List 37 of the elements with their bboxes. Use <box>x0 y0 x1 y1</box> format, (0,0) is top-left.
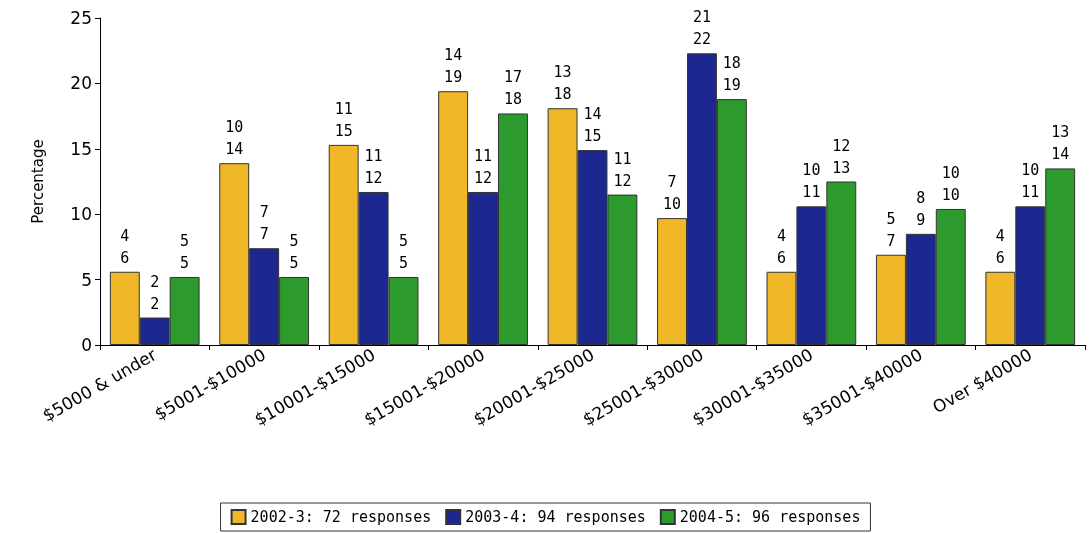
data-label: 14 19 <box>444 46 463 87</box>
y-axis-title: Percentage <box>28 139 47 224</box>
data-label: 11 12 <box>613 149 632 190</box>
data-label: 4 6 <box>120 226 130 267</box>
y-tick-label: 15 <box>70 138 92 159</box>
data-label: 7 10 <box>663 173 682 214</box>
data-label: 12 13 <box>832 136 851 177</box>
data-label: 7 7 <box>259 203 269 244</box>
data-label: 18 19 <box>722 54 741 95</box>
data-label: 5 5 <box>399 231 409 272</box>
data-label: 8 9 <box>916 188 926 229</box>
legend-label: 2003-4: 94 responses <box>465 508 646 526</box>
data-label: 11 15 <box>334 99 353 140</box>
y-tick-label: 0 <box>81 335 92 355</box>
y-tick-label: 5 <box>81 269 92 290</box>
data-label: 11 12 <box>364 146 383 187</box>
data-label: 11 12 <box>474 146 493 187</box>
y-tick-label: 20 <box>70 73 92 94</box>
data-label: 5 5 <box>180 231 190 272</box>
data-label: 21 22 <box>692 8 711 49</box>
data-label: 10 10 <box>941 163 960 204</box>
data-label: 10 11 <box>1021 161 1040 202</box>
data-label: 4 6 <box>776 226 786 267</box>
data-label: 5 7 <box>886 209 896 250</box>
data-label: 14 15 <box>583 105 602 146</box>
y-tick-label: 10 <box>70 204 92 225</box>
data-label: 17 18 <box>503 68 522 109</box>
legend-label: 2002-3: 72 responses <box>250 508 432 526</box>
y-tick-label: 25 <box>70 8 92 28</box>
data-label: 4 6 <box>995 226 1005 267</box>
data-label: 10 11 <box>802 161 821 202</box>
data-label: 5 5 <box>289 231 299 272</box>
data-label: 13 14 <box>1051 123 1070 164</box>
data-label: 2 2 <box>150 272 160 313</box>
data-label: 10 14 <box>225 118 244 159</box>
data-label: 13 18 <box>553 63 572 104</box>
legend-label: 2004-5: 96 responses <box>679 508 861 526</box>
